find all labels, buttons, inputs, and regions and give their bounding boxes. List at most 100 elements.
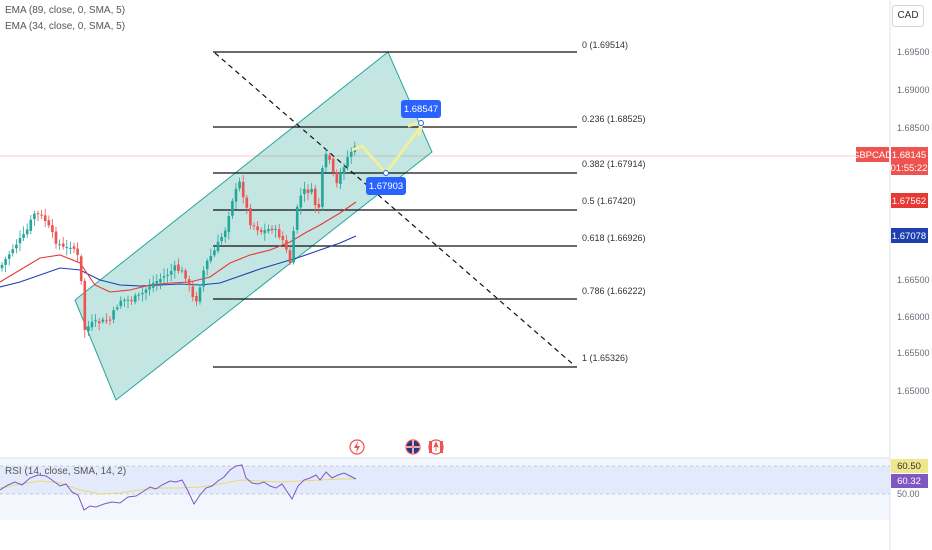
fib-label: 0 (1.69514)	[582, 40, 628, 50]
candle-body	[11, 249, 15, 254]
support-callout[interactable]: 1.67903	[366, 177, 406, 195]
candle-body	[79, 256, 83, 282]
fib-label: 0.382 (1.67914)	[582, 159, 646, 169]
candle-body	[22, 234, 25, 238]
price-pane[interactable]	[0, 0, 890, 458]
candle-body	[313, 188, 317, 206]
candle-body	[324, 154, 328, 168]
candle-body	[231, 200, 234, 216]
candle-body	[256, 226, 259, 231]
rsi-level-label: 50.00	[897, 489, 920, 499]
candle-body	[184, 270, 187, 279]
candle-body	[227, 216, 231, 232]
rsi-value-tag: 60.32	[891, 474, 928, 488]
bar-countdown: 01:55:22	[891, 163, 928, 174]
candle-body	[339, 172, 342, 185]
candle-body	[58, 244, 61, 246]
support-anchor	[383, 170, 389, 176]
candle-body	[40, 214, 43, 216]
candle-body	[252, 225, 256, 227]
support-callout-text: 1.67903	[369, 181, 403, 192]
candle-body	[141, 292, 144, 295]
candle-body	[274, 228, 277, 230]
candle-body	[328, 155, 331, 160]
candle-body	[259, 229, 263, 232]
candle-body	[123, 299, 126, 301]
candle-body	[166, 274, 169, 276]
fib-retracement[interactable]: 0 (1.69514) 0.236 (1.68525) 0.382 (1.679…	[213, 40, 646, 368]
candle-body	[130, 300, 133, 302]
ema34-indicator-label[interactable]: EMA (34, close, 0, SMA, 5)	[5, 21, 126, 32]
price-axis[interactable]	[890, 0, 932, 550]
candle-body	[335, 171, 339, 184]
candlestick-series[interactable]	[0, 141, 357, 338]
candle-body	[90, 321, 94, 328]
candle-body	[76, 248, 79, 255]
current-price-tag[interactable]: GBPCAD 1.68145 01:55:22	[852, 147, 928, 175]
candle-body	[342, 167, 346, 174]
svg-text:60.50: 60.50	[897, 461, 921, 472]
lightning-event-icon[interactable]	[349, 439, 365, 455]
candle-body	[54, 231, 58, 244]
candle-body	[277, 229, 281, 238]
candle-body	[195, 296, 198, 302]
candle-body	[0, 264, 4, 269]
ema89-indicator-label[interactable]: EMA (89, close, 0, SMA, 5)	[5, 5, 126, 16]
candle-body	[119, 300, 123, 307]
candle-body	[288, 250, 292, 263]
rsi-indicator-label[interactable]: RSI (14, close, SMA, 14, 2)	[5, 466, 127, 477]
fib-label: 0.786 (1.66222)	[582, 286, 646, 296]
candle-body	[87, 326, 90, 332]
candle-body	[51, 225, 54, 233]
fib-label: 1 (1.65326)	[582, 353, 628, 363]
ema34-value-tag[interactable]: 1.67562	[891, 193, 928, 208]
candle-body	[72, 246, 76, 249]
candle-body	[177, 264, 180, 271]
candle-body	[270, 228, 274, 231]
candle-body	[47, 220, 51, 226]
fib-label: 0.5 (1.67420)	[582, 196, 636, 206]
candle-body	[151, 282, 155, 288]
candle-body	[162, 276, 166, 278]
candle-body	[295, 206, 299, 230]
fib-trend-line[interactable]	[214, 52, 576, 367]
last-price: 1.68145	[892, 150, 926, 161]
candle-body	[281, 236, 285, 241]
candle-body	[97, 321, 101, 324]
candle-body	[36, 213, 40, 215]
candle-body	[299, 195, 303, 208]
axis-tick: 1.69500	[897, 47, 930, 57]
candle-body	[25, 229, 29, 235]
axis-tick: 1.65000	[897, 386, 930, 396]
currency-button[interactable]: CAD	[892, 5, 924, 27]
axis-tick: 1.68500	[897, 123, 930, 133]
candle-body	[331, 158, 335, 173]
candle-body	[198, 287, 202, 302]
projection-path[interactable]	[351, 124, 424, 175]
axis-tick: 1.66500	[897, 275, 930, 285]
axis-tick: 1.66000	[897, 312, 930, 322]
rsi-signal-line	[0, 478, 356, 495]
canada-flag-event-icon[interactable]	[428, 439, 444, 455]
ema89-value-tag[interactable]: 1.67078	[891, 228, 928, 243]
candle-body	[159, 279, 162, 283]
candle-body	[133, 295, 137, 302]
candle-body	[249, 208, 252, 226]
candle-body	[15, 244, 18, 249]
candle-body	[94, 320, 97, 322]
fib-label: 0.236 (1.68525)	[582, 114, 646, 124]
candle-body	[245, 197, 249, 208]
candle-body	[7, 254, 11, 259]
uk-flag-event-icon[interactable]	[405, 439, 421, 455]
candle-body	[148, 286, 151, 290]
svg-text:1.67078: 1.67078	[892, 231, 926, 242]
candle-body	[180, 270, 184, 272]
candle-body	[65, 247, 69, 249]
candle-body	[173, 265, 177, 271]
candle-body	[112, 310, 115, 320]
candle-body	[191, 286, 195, 298]
candle-body	[346, 157, 349, 167]
target-callout[interactable]: 1.68547	[401, 100, 441, 118]
candle-body	[29, 219, 33, 231]
